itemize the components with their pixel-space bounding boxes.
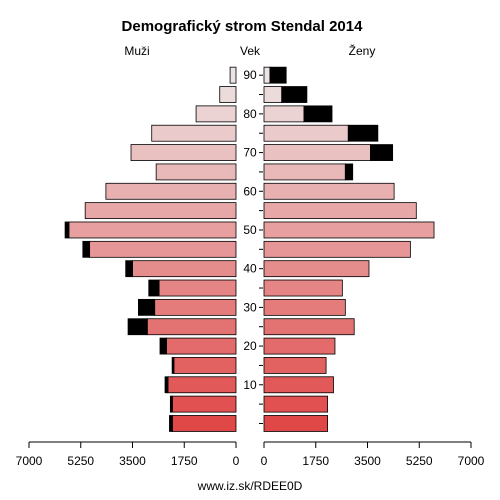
male-excess-bar-35-39 [148, 279, 160, 297]
male-bar-70-74 [130, 144, 237, 161]
male-bar-85-89 [219, 86, 237, 103]
male-bars [64, 66, 237, 432]
male-bar-0-4 [172, 415, 237, 432]
age-tick-label-40-44: 40 [243, 262, 257, 276]
male-excess-bar-10-14 [164, 376, 169, 394]
age-tick-label-50-54: 50 [243, 223, 257, 237]
male-bar-80-84 [195, 105, 237, 123]
left-label: Muži [124, 44, 149, 58]
male-excess-bar-25-29 [127, 318, 148, 336]
female-bar-60-64 [263, 182, 395, 200]
female-bar-30-34 [263, 298, 346, 316]
female-bar-40-44 [263, 260, 370, 278]
female-bar-70-74 [263, 144, 371, 161]
right-label: Ženy [349, 43, 376, 58]
center-label: Vek [240, 44, 261, 58]
age-tick-label-10-14: 10 [243, 378, 257, 392]
male-bar-10-14 [167, 376, 237, 394]
male-bar-55-59 [84, 202, 237, 220]
age-tick-label-60-64: 60 [243, 184, 257, 198]
female-bar-25-29 [263, 318, 355, 336]
male-bar-15-19 [173, 357, 237, 374]
male-bar-60-64 [105, 182, 237, 200]
male-bar-25-29 [146, 318, 237, 336]
x-axis-right: 0 1750 3500 5250 7000 [261, 441, 485, 468]
age-tick-label-70-74: 70 [243, 146, 257, 160]
female-bar-35-39 [263, 279, 343, 297]
x-axis-left-tick-label: 0 [233, 454, 240, 468]
female-excess-bar-70-74 [370, 144, 394, 161]
age-tick-label-30-34: 30 [243, 300, 257, 314]
x-axis-right-tick-label: 5250 [406, 454, 433, 468]
female-excess-bar-85-89 [281, 86, 308, 103]
x-axis-left-tick-label: 3500 [119, 454, 146, 468]
male-bar-30-34 [154, 298, 237, 316]
male-excess-bar-15-19 [171, 357, 175, 374]
male-excess-bar-40-44 [125, 260, 133, 278]
male-excess-bar-5-9 [169, 395, 173, 413]
chart-title: Demografický strom Stendal 2014 [122, 18, 364, 35]
male-bar-45-49 [89, 240, 237, 258]
female-bar-85-89 [263, 86, 283, 103]
x-axis-right-tick-label: 3500 [354, 454, 381, 468]
male-excess-bar-45-49 [82, 240, 91, 258]
male-excess-bar-50-54 [64, 221, 70, 239]
female-bar-10-14 [263, 376, 334, 394]
age-tick-label-20-24: 20 [243, 339, 257, 353]
male-bar-40-44 [132, 260, 237, 278]
male-excess-bar-0-4 [169, 415, 173, 432]
male-bar-75-79 [151, 124, 237, 142]
male-excess-bar-30-34 [138, 298, 156, 316]
x-axis-left-tick-label: 5250 [67, 454, 94, 468]
age-axis: 10 20 30 40 50 60 70 80 90 [243, 68, 263, 424]
female-bar-75-79 [263, 124, 349, 142]
female-bar-65-69 [263, 163, 346, 181]
male-bar-50-54 [68, 221, 237, 239]
female-bar-45-49 [263, 240, 411, 258]
x-axis-left-tick-label: 7000 [16, 454, 43, 468]
age-tick-label-90+: 90 [243, 68, 257, 82]
female-excess-bar-75-79 [347, 124, 379, 142]
source-label: www.iz.sk/RDEE0D [197, 479, 303, 493]
x-axis-left-tick-label: 1750 [171, 454, 198, 468]
x-axis-right-tick-label: 1750 [302, 454, 329, 468]
female-bar-0-4 [263, 415, 328, 432]
female-bar-80-84 [263, 105, 305, 123]
female-bar-20-24 [263, 337, 336, 355]
male-bar-35-39 [158, 279, 237, 297]
male-bar-90+ [229, 66, 237, 84]
male-bar-65-69 [155, 163, 237, 181]
female-bar-5-9 [263, 395, 328, 413]
age-tick-label-80-84: 80 [243, 107, 257, 121]
female-bars [263, 66, 435, 432]
x-axis-left: 7000 5250 3500 1750 0 [16, 441, 240, 468]
female-bar-90+ [263, 66, 271, 84]
female-bar-50-54 [263, 221, 435, 239]
female-bar-15-19 [263, 357, 327, 374]
female-excess-bar-90+ [269, 66, 287, 84]
female-excess-bar-80-84 [303, 105, 333, 123]
male-bar-20-24 [166, 337, 237, 355]
male-excess-bar-20-24 [159, 337, 167, 355]
female-excess-bar-65-69 [344, 163, 354, 181]
male-bar-5-9 [172, 395, 237, 413]
x-axis-right-tick-label: 0 [261, 454, 268, 468]
female-bar-55-59 [263, 202, 417, 220]
x-axis-right-tick-label: 7000 [458, 454, 485, 468]
